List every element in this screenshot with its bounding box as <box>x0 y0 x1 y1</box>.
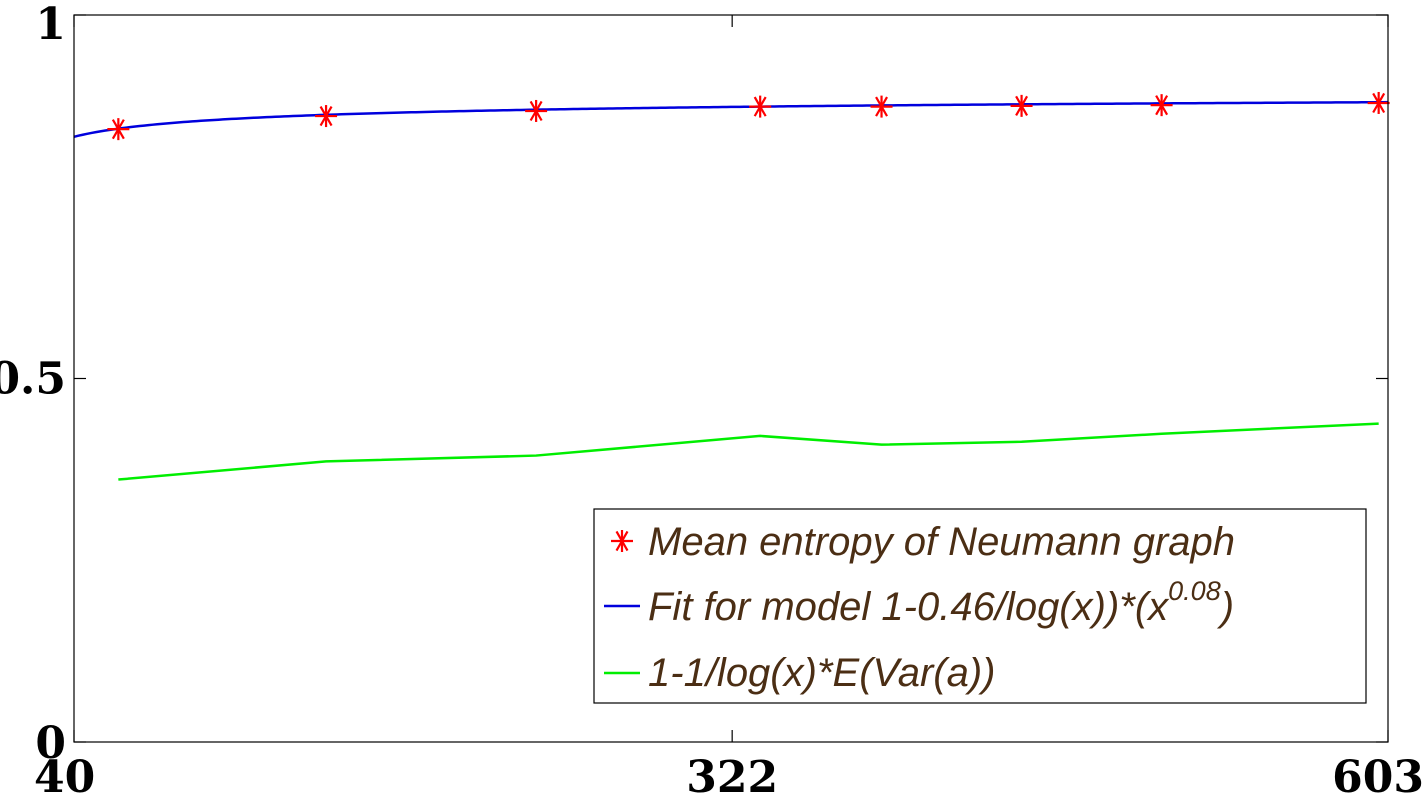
data-point-mean-entropy <box>1010 94 1033 117</box>
x-tick-label: 322 <box>686 752 778 799</box>
data-point-mean-entropy <box>525 99 548 122</box>
legend-asterisk-marker <box>611 530 633 552</box>
legend-item-fit-model: Fit for model 1-0.46/log(x))*(x0.08) <box>604 576 1234 629</box>
legend-label-fit-suffix: ) <box>1217 585 1234 629</box>
data-point-mean-entropy <box>870 95 893 118</box>
y-tick-label: 1 <box>35 0 66 50</box>
legend-label-fit-superscript: 0.08 <box>1168 576 1221 606</box>
legend-label-mean-entropy: Mean entropy of Neumann graph <box>648 520 1235 564</box>
series-layer <box>73 91 1390 481</box>
data-point-mean-entropy <box>315 105 338 128</box>
data-point-mean-entropy <box>1367 91 1390 114</box>
legend-box <box>593 508 1367 704</box>
x-tick-label: 40 <box>34 752 95 799</box>
series-line-fit-model <box>73 100 1389 138</box>
legend-item-mean-entropy: Mean entropy of Neumann graph <box>611 520 1235 564</box>
series-line-var-model <box>118 422 1379 481</box>
legend-item-var-model: 1-1/log(x)*E(Var(a)) <box>604 651 995 695</box>
legend: Mean entropy of Neumann graph Fit for mo… <box>593 508 1367 704</box>
legend-label-fit-main: Fit for model 1-0.46/log(x))*(x <box>648 585 1170 629</box>
legend-label-fit-model: Fit for model 1-0.46/log(x))*(x0.08) <box>648 576 1234 629</box>
data-point-mean-entropy <box>1150 94 1173 117</box>
data-point-mean-entropy <box>107 118 130 141</box>
legend-label-var-model: 1-1/log(x)*E(Var(a)) <box>648 651 995 695</box>
x-tick-label: 603 <box>1332 752 1424 799</box>
y-tick-label: 0.5 <box>0 354 66 405</box>
legend-asterisk <box>611 530 633 552</box>
y-tick-label: 0 <box>35 718 66 769</box>
tick-marks <box>73 14 1389 743</box>
data-point-mean-entropy <box>749 95 772 118</box>
